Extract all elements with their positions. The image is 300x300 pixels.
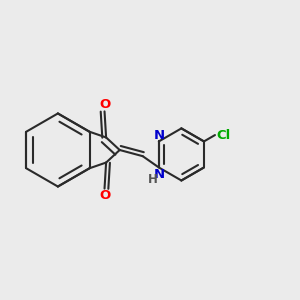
Text: H: H xyxy=(148,173,158,186)
Text: O: O xyxy=(99,98,110,111)
Text: N: N xyxy=(153,129,164,142)
Text: N: N xyxy=(154,168,165,181)
Text: Cl: Cl xyxy=(217,129,231,142)
Text: O: O xyxy=(99,189,110,202)
